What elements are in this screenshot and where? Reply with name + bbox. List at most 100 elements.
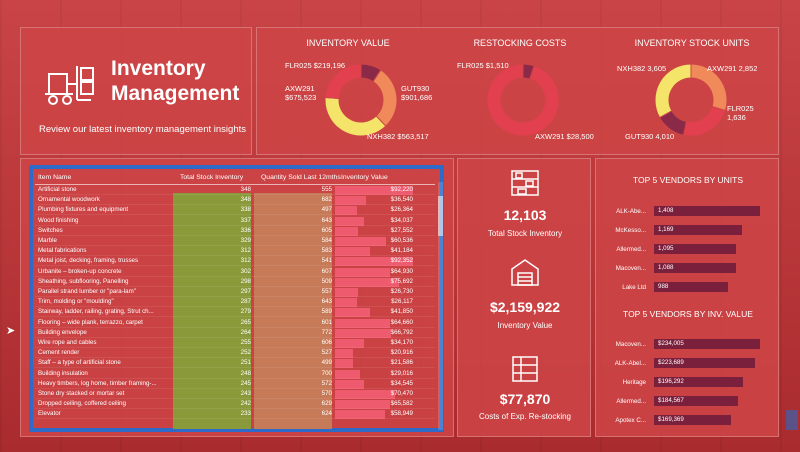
table-cell: $92,352 xyxy=(390,257,413,265)
table-row[interactable]: Wire rope and cables 255 606 $34,170 xyxy=(35,338,435,348)
table-cell: 348 xyxy=(240,186,251,193)
donut-slice[interactable] xyxy=(486,63,560,137)
table-row[interactable]: Parallel strand lumber or "para-lam" 297 5… xyxy=(35,287,435,297)
table-row[interactable]: Staff – a type of artificial stone 251 499… xyxy=(35,358,435,369)
restocking-costs-donut[interactable] xyxy=(483,60,563,140)
table-row[interactable]: Heavy timbers, log home, timber framing-… xyxy=(35,379,435,389)
vendor-bar[interactable] xyxy=(654,358,756,368)
vendor-value: $169,369 xyxy=(658,416,684,423)
vendor-bar[interactable] xyxy=(654,377,743,387)
vendor-name: Allermed... xyxy=(616,398,646,405)
col-inventory-value[interactable]: Inventory Value xyxy=(341,174,388,181)
table-row[interactable]: Artificial stone 348 555 $92,220 xyxy=(35,185,435,195)
table-cell: 624 xyxy=(321,410,332,418)
table-cell: 606 xyxy=(321,339,332,346)
table-row[interactable]: Flooring – wide plank, terrazzo, carpet 2… xyxy=(35,318,435,328)
table-cell: Elevator xyxy=(38,410,61,418)
col-qty-sold[interactable]: Quantity Sold Last 12mths xyxy=(261,174,341,181)
table-row[interactable]: Ornamental woodwork 348 682 $36,540 xyxy=(35,195,435,206)
vendor-value: 988 xyxy=(658,283,669,290)
title-line1: Inventory xyxy=(111,57,206,80)
value-bar xyxy=(335,308,371,318)
table-row[interactable]: Metal fabrications 312 583 $41,184 xyxy=(35,246,435,257)
kpi-inventory-value: $2,159,922 xyxy=(489,299,561,315)
value-bar xyxy=(335,400,391,410)
vendor-name: McKesso... xyxy=(615,227,646,234)
selected-visual-border[interactable] xyxy=(29,165,444,432)
table-cell: 629 xyxy=(321,400,332,408)
vendor-bar[interactable] xyxy=(654,263,736,273)
col-total-stock[interactable]: Total Stock Inventory xyxy=(180,174,244,181)
vendor-bar[interactable] xyxy=(654,244,737,254)
vendors-units-title: TOP 5 VENDORS BY UNITS xyxy=(632,175,744,185)
donut-slice[interactable] xyxy=(324,96,387,137)
donut-label: GUT930 4,010 xyxy=(625,132,675,141)
kpi-panel: 12,103 Total Stock Inventory $2,159,922 … xyxy=(457,158,591,437)
table-row[interactable]: Cement render 252 527 $20,916 xyxy=(35,348,435,359)
value-bar xyxy=(335,298,358,308)
table-scroll-thumb[interactable] xyxy=(438,196,443,236)
table-row[interactable]: Building envelope 264 772 $66,792 xyxy=(35,328,435,338)
table-row[interactable]: Dropped ceiling, coffered ceiling 242 629 $… xyxy=(35,399,435,410)
table-cell: 252 xyxy=(240,349,251,357)
table-row[interactable]: Switches 336 605 $27,552 xyxy=(35,226,435,236)
table-row[interactable]: Stone dry stacked or mortar set 243 570 $70… xyxy=(35,389,435,399)
table-row[interactable]: Metal joist, decking, framing, trusses 31… xyxy=(35,256,435,267)
table-cell: $34,545 xyxy=(390,379,413,387)
vendor-bar[interactable] xyxy=(654,225,742,235)
table-cell: 601 xyxy=(321,318,332,326)
table-row[interactable]: Trim, molding or "moulding" 287 643 $26,117 xyxy=(35,297,435,308)
table-row[interactable]: Building insulation 248 700 $29,016 xyxy=(35,369,435,379)
donut-slice[interactable] xyxy=(324,63,362,99)
table-row[interactable]: Plumbing fixtures and equipment 338 497 $26… xyxy=(35,205,435,216)
table-cell: Staff – a type of artificial stone xyxy=(38,359,121,367)
table-scrollbar[interactable] xyxy=(438,182,443,430)
table-cell: 348 xyxy=(240,196,251,204)
table-cell: 265 xyxy=(240,318,251,326)
table-cell: $66,792 xyxy=(390,328,413,336)
table-row[interactable]: Urbanite – broken-up concrete 302 607 $64,9… xyxy=(35,267,435,277)
vendor-name: Heritage xyxy=(622,379,646,386)
value-bar xyxy=(335,328,392,338)
vendor-name: Apotex C... xyxy=(615,417,646,424)
table-cell: 541 xyxy=(321,257,332,265)
table-row[interactable]: Sheathing, subflooring, Panelling 298 509 $… xyxy=(35,277,435,287)
table-row[interactable]: Wood finishing 337 643 $34,037 xyxy=(35,216,435,226)
table-cell: 312 xyxy=(240,257,251,265)
table-cell: 337 xyxy=(240,216,251,224)
table-cell: 583 xyxy=(321,247,332,255)
forklift-icon xyxy=(45,66,94,105)
table-cell: $70,470 xyxy=(390,390,413,397)
vendor-value: 1,088 xyxy=(658,264,674,271)
donut-panel: INVENTORY VALUE RESTOCKING COSTS INVENTO… xyxy=(256,27,779,155)
table-row[interactable]: Marble 329 584 $60,536 xyxy=(35,236,435,246)
vendor-bar[interactable] xyxy=(654,396,738,406)
vendor-bar[interactable] xyxy=(654,339,760,349)
donut-slice[interactable] xyxy=(654,63,692,119)
inventory-value-donut[interactable] xyxy=(321,60,401,140)
vendor-name: Macoven... xyxy=(615,265,646,272)
table-cell: 772 xyxy=(321,328,332,336)
table-cell: Heavy timbers, log home, timber framing-… xyxy=(38,379,157,387)
table-cell: Metal joist, decking, framing, trusses xyxy=(38,257,139,265)
col-item-name[interactable]: Item Name xyxy=(38,174,72,181)
inventory-value-title: INVENTORY VALUE xyxy=(306,38,390,48)
warehouse-icon xyxy=(511,259,539,286)
vendors-value-title: TOP 5 VENDORS BY INV. VALUE xyxy=(623,309,753,319)
stock-units-donut[interactable] xyxy=(651,60,731,140)
table-cell: 557 xyxy=(321,288,332,295)
table-header: Item Name Total Stock Inventory Quantity… xyxy=(35,172,435,185)
table-row[interactable]: Stairway, ladder, railing, grating, Stru… xyxy=(35,307,435,318)
vendor-bar[interactable] xyxy=(654,282,729,292)
vendor-bar[interactable] xyxy=(654,415,731,425)
table-cell: 336 xyxy=(240,226,251,234)
table-cell: 251 xyxy=(240,359,251,367)
donut-slice[interactable] xyxy=(682,105,727,137)
table-cell: $21,586 xyxy=(390,359,413,367)
value-bar xyxy=(335,390,395,399)
vendor-bar[interactable] xyxy=(654,206,760,216)
donut-label: AXW291 2,852 xyxy=(707,64,758,73)
table-row[interactable]: Elevator 233 624 $58,949 xyxy=(35,409,435,420)
value-bar xyxy=(335,349,353,359)
table-cell: $64,930 xyxy=(390,267,413,275)
